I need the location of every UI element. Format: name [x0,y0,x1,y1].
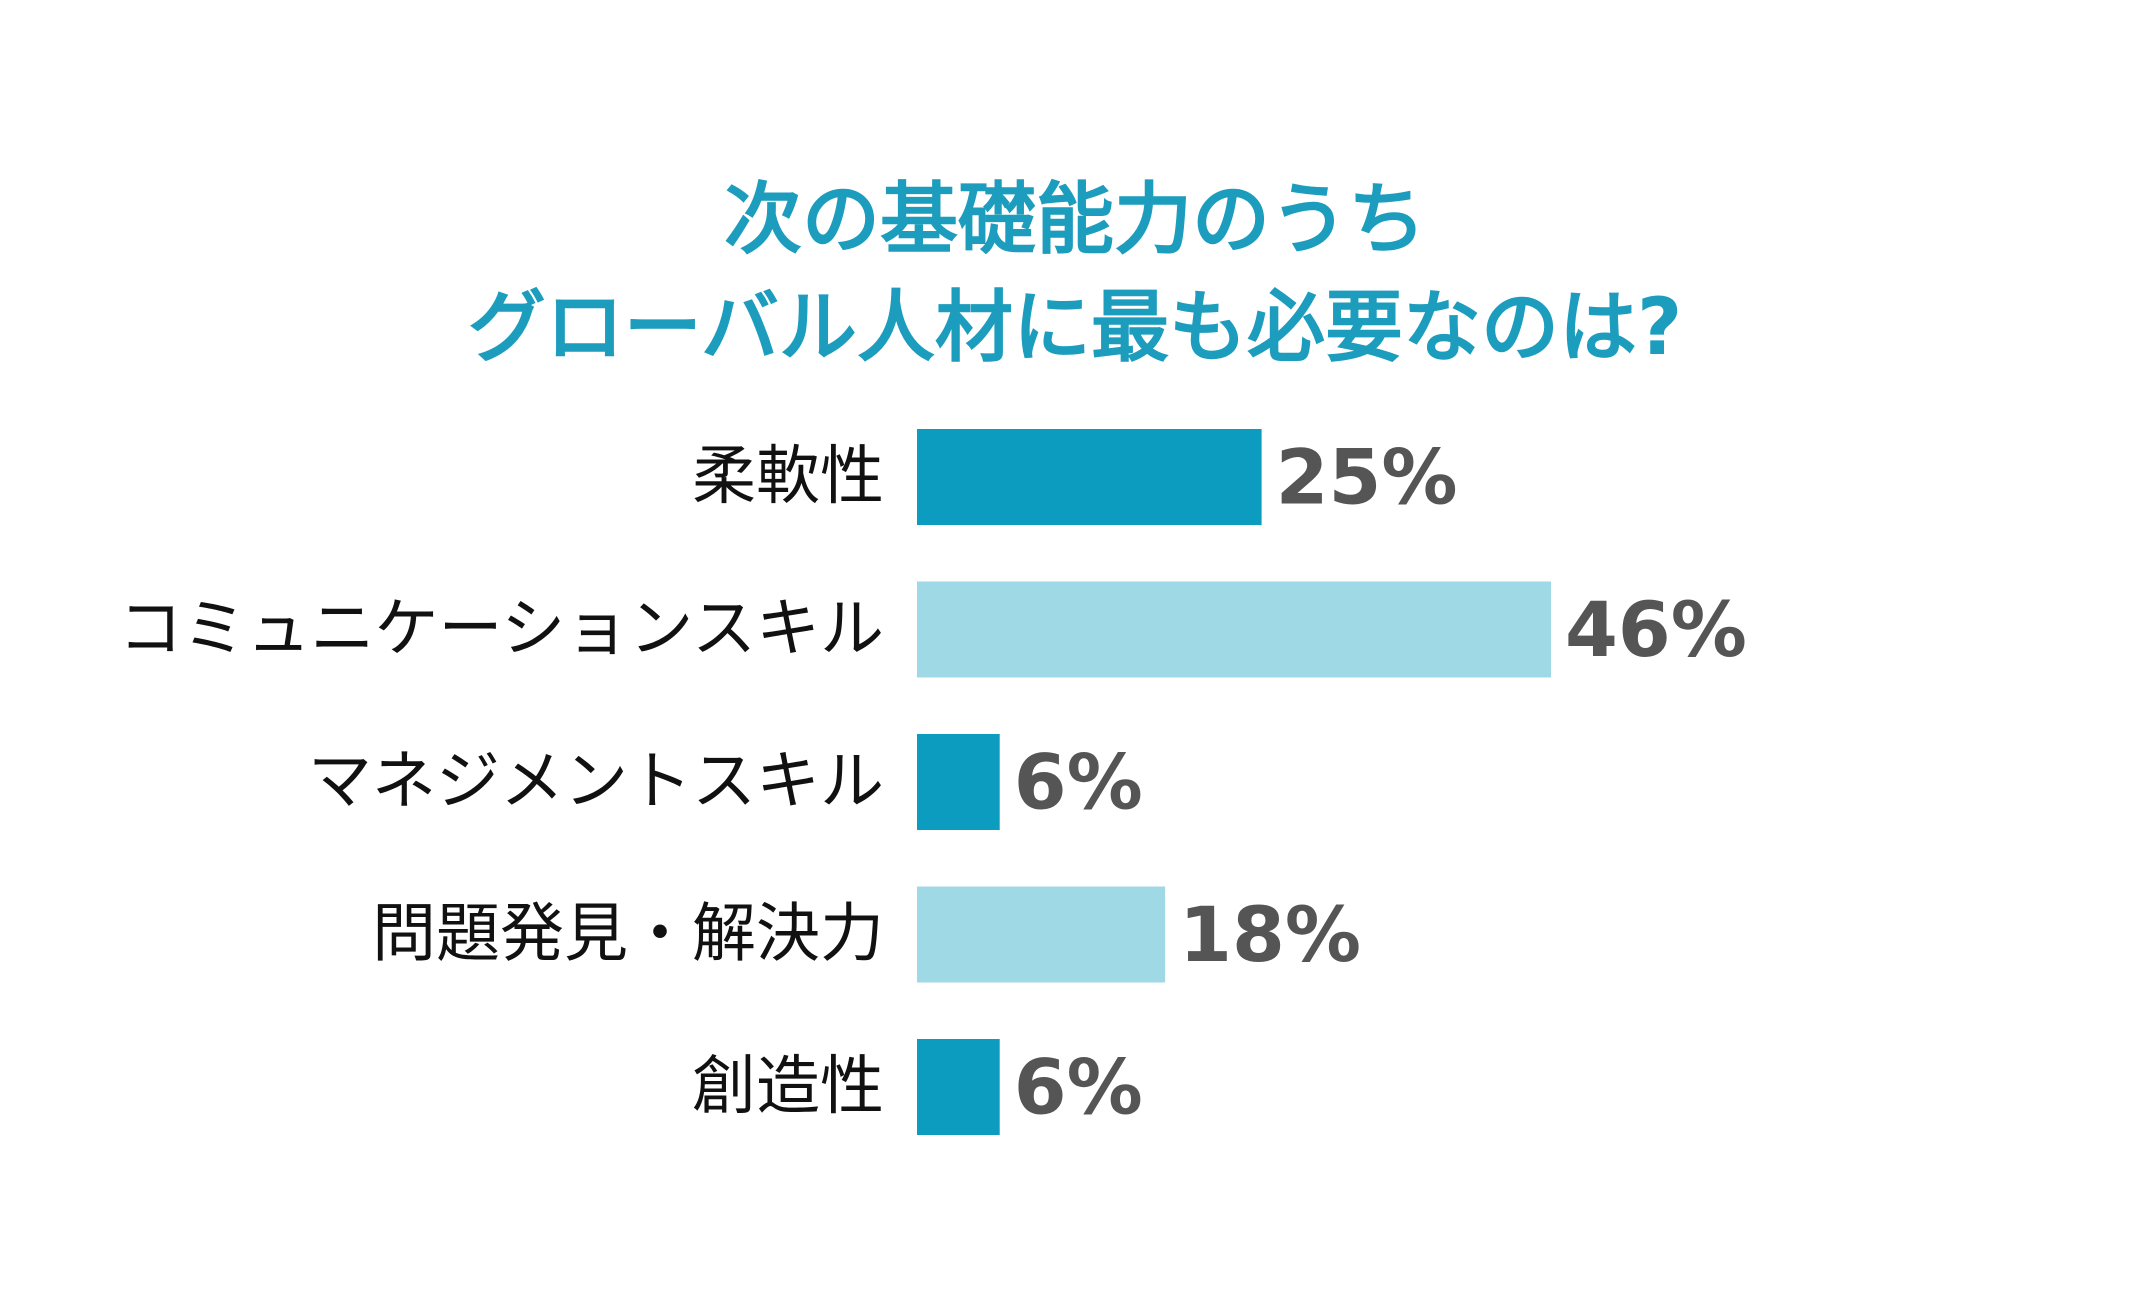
category-label-3: マネジメントスキル [308,745,884,819]
category-label-2: コミュニケーションスキル [119,593,884,667]
bar-5 [917,1039,1000,1135]
value-label-5: 6% [1014,1043,1143,1132]
bars: 柔軟性 25% コミュニケーションスキル 46% マネジメントスキル 6% 問題発見・解決力… [119,429,1747,1135]
bar-4 [917,886,1166,983]
bar-1 [917,429,1262,525]
value-label-3: 6% [1014,738,1143,827]
category-label-4: 問題発見・解決力 [372,898,884,972]
chart-title-line-2: グローバル人材に最も必要なのは? [468,283,1682,373]
category-label-1: 柔軟性 [692,440,884,514]
value-label-1: 25% [1276,433,1458,522]
bar-3 [917,734,1000,830]
bar-2 [917,581,1551,678]
value-label-4: 18% [1179,890,1361,979]
chart-title-line-1: 次の基礎能力のうち [724,175,1426,265]
category-label-5: 創造性 [692,1050,884,1124]
value-label-2: 46% [1565,585,1747,674]
